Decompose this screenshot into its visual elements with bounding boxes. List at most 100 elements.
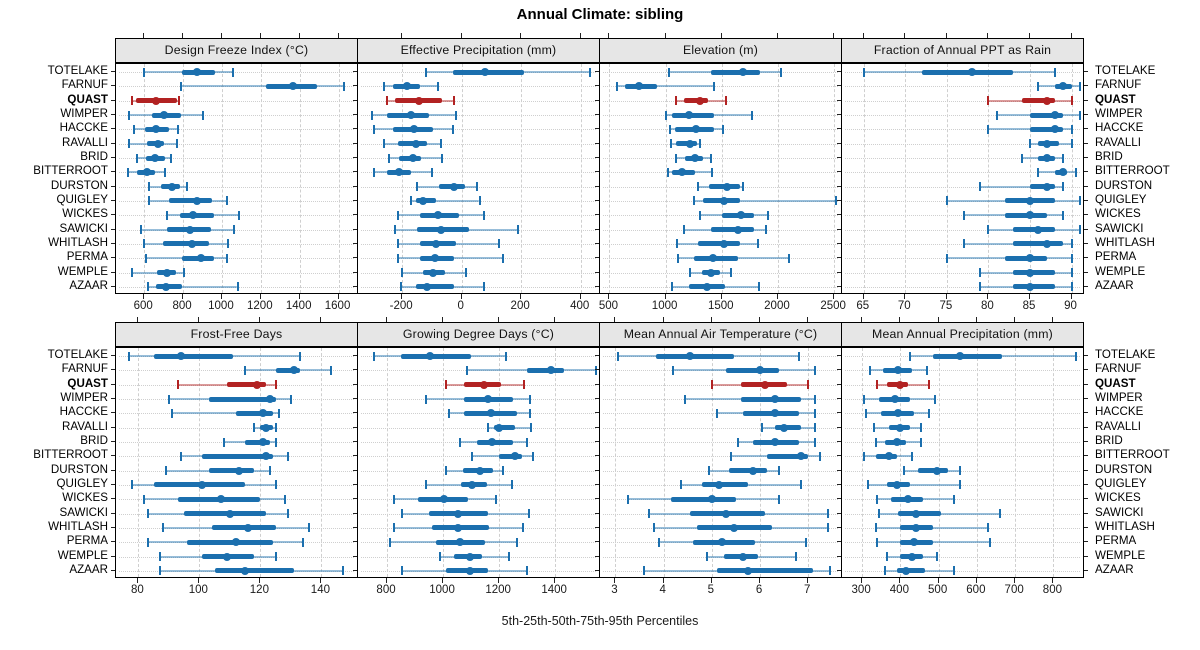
row-guide <box>603 413 838 415</box>
box-25-75 <box>702 482 748 488</box>
y-tick-mark <box>595 369 599 371</box>
cap-5th <box>674 96 677 106</box>
median-dot <box>185 225 194 234</box>
x-tick-mark <box>710 317 712 322</box>
cap-5th <box>667 67 670 77</box>
x-tick-mark <box>776 294 778 299</box>
x-tick-mark <box>520 294 522 299</box>
gridline-vertical <box>138 348 140 577</box>
y-tick-mark <box>595 469 599 471</box>
x-tick-mark <box>759 578 761 583</box>
row-guide <box>603 470 838 472</box>
cap-95th <box>928 408 931 418</box>
cap-95th <box>1062 153 1065 163</box>
station-label-right: AZAAR <box>1095 562 1134 576</box>
y-tick-mark <box>1084 85 1088 87</box>
median-dot <box>1025 282 1034 291</box>
cap-5th <box>244 365 247 375</box>
cap-95th <box>274 380 277 390</box>
panel-plot-elevation-m <box>599 63 842 294</box>
median-dot <box>432 239 441 248</box>
row-guide <box>361 129 596 131</box>
x-tick-mark <box>904 33 906 38</box>
cap-5th <box>664 110 667 120</box>
cap-5th <box>130 96 133 106</box>
median-dot <box>408 154 417 163</box>
station-label-left: SAWICKI <box>59 505 108 519</box>
box-25-75 <box>1013 241 1064 247</box>
row-guide <box>361 427 596 429</box>
x-tick-mark <box>807 317 809 322</box>
x-tick-mark <box>662 317 664 322</box>
y-tick-mark <box>837 71 841 73</box>
y-tick-mark <box>595 383 599 385</box>
x-tick-mark <box>198 317 200 322</box>
y-tick-mark <box>595 242 599 244</box>
cap-5th <box>945 253 948 263</box>
gridline-vertical <box>863 64 865 293</box>
box-25-75 <box>214 568 294 574</box>
x-tick-mark <box>833 294 835 299</box>
y-tick-mark <box>353 426 357 428</box>
y-tick-mark <box>111 85 115 87</box>
station-label-right: BRID <box>1095 434 1123 448</box>
cap-5th <box>140 225 143 235</box>
cap-5th <box>908 351 911 361</box>
median-dot <box>911 523 920 532</box>
x-tick-label: 1000 <box>651 300 678 312</box>
cap-5th <box>253 423 256 433</box>
cap-95th <box>952 566 955 576</box>
cap-5th <box>439 552 442 562</box>
cap-95th <box>238 210 241 220</box>
cap-5th <box>626 494 629 504</box>
cap-5th <box>136 153 139 163</box>
y-tick-mark <box>1084 114 1088 116</box>
cap-5th <box>126 167 129 177</box>
median-dot <box>423 282 432 291</box>
station-label-right: DURSTON <box>1095 462 1153 476</box>
x-tick-mark <box>554 578 556 583</box>
cap-95th <box>814 437 817 447</box>
median-dot <box>686 352 695 361</box>
cap-95th <box>232 225 235 235</box>
median-dot <box>454 509 463 518</box>
cap-5th <box>979 182 982 192</box>
cap-95th <box>299 351 302 361</box>
y-tick-mark <box>837 214 841 216</box>
cap-95th <box>699 139 702 149</box>
cap-95th <box>495 494 498 504</box>
station-label-left: WIMPER <box>60 391 108 405</box>
cap-95th <box>764 225 767 235</box>
median-dot <box>244 523 253 532</box>
y-tick-mark <box>111 242 115 244</box>
median-dot <box>722 509 731 518</box>
y-tick-mark <box>353 569 357 571</box>
x-tick-mark <box>1014 317 1016 322</box>
median-dot <box>465 566 474 575</box>
cap-95th <box>329 365 332 375</box>
station-label-right: FARNUF <box>1095 78 1142 92</box>
station-label-right: PERMA <box>1095 534 1137 548</box>
row-guide <box>361 215 596 217</box>
x-tick-mark <box>608 294 610 299</box>
y-tick-mark <box>111 171 115 173</box>
x-tick-mark <box>298 294 300 299</box>
station-label-right: BITTERROOT <box>1095 164 1170 178</box>
box-25-75 <box>184 511 267 517</box>
box-25-75 <box>245 439 270 445</box>
whisker-5-95 <box>617 85 714 88</box>
cap-95th <box>1078 81 1081 91</box>
cap-5th <box>697 182 700 192</box>
cap-5th <box>903 466 906 476</box>
station-label-left: FARNUF <box>61 362 108 376</box>
station-label-left: FARNUF <box>61 78 108 92</box>
gridline-vertical <box>609 64 611 293</box>
cap-95th <box>780 67 783 77</box>
median-dot <box>235 466 244 475</box>
y-tick-mark <box>595 171 599 173</box>
median-dot <box>479 380 488 389</box>
cap-95th <box>778 466 781 476</box>
row-guide <box>845 229 1080 231</box>
median-dot <box>488 438 497 447</box>
y-tick-mark <box>1084 157 1088 159</box>
